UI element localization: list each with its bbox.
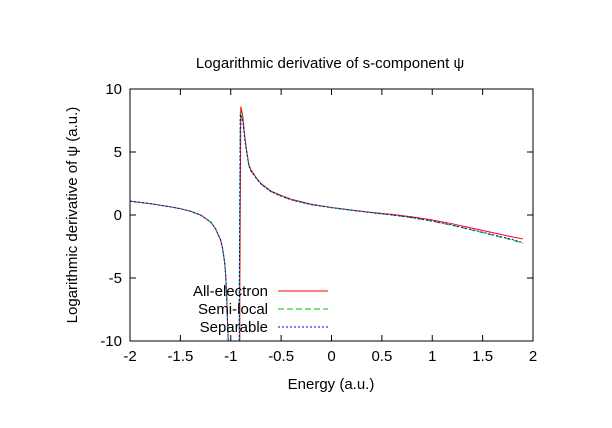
x-axis: -2 -1.5 -1 -0.5 0 0.5 1 1.5 2: [123, 89, 537, 365]
y-tick-label: 5: [114, 144, 122, 161]
series-line-separable: [130, 200, 229, 341]
series-line-semi-local: [238, 111, 524, 341]
legend-label: Semi-local: [198, 301, 268, 318]
x-axis-label: Energy (a.u.): [288, 376, 375, 393]
series-layer: [130, 106, 524, 341]
legend-label: Separable: [200, 319, 268, 336]
y-tick-label: 0: [114, 207, 122, 224]
x-tick-label: 0.5: [371, 348, 392, 365]
x-tick-label: -1: [224, 348, 237, 365]
series-line-all-electron: [239, 106, 524, 341]
x-tick-label: -2: [123, 348, 136, 365]
y-axis: -10 -5 0 5 10: [100, 81, 533, 350]
chart-title: Logarithmic derivative of s-component ψ: [196, 55, 464, 72]
x-tick-label: -1.5: [167, 348, 193, 365]
x-tick-label: -0.5: [268, 348, 294, 365]
x-tick-label: 1.5: [472, 348, 493, 365]
x-tick-label: 1: [428, 348, 436, 365]
y-tick-label: -5: [109, 270, 122, 287]
legend-label: All-electron: [193, 283, 268, 300]
y-axis-label: Logarithmic derivative of ψ (a.u.): [64, 107, 81, 324]
y-tick-label: 10: [105, 81, 122, 98]
plot-frame: [129, 88, 534, 342]
x-tick-label: 2: [529, 348, 537, 365]
y-tick-label: -10: [100, 333, 122, 350]
series-line-separable: [238, 114, 524, 341]
x-tick-label: 0: [327, 348, 335, 365]
